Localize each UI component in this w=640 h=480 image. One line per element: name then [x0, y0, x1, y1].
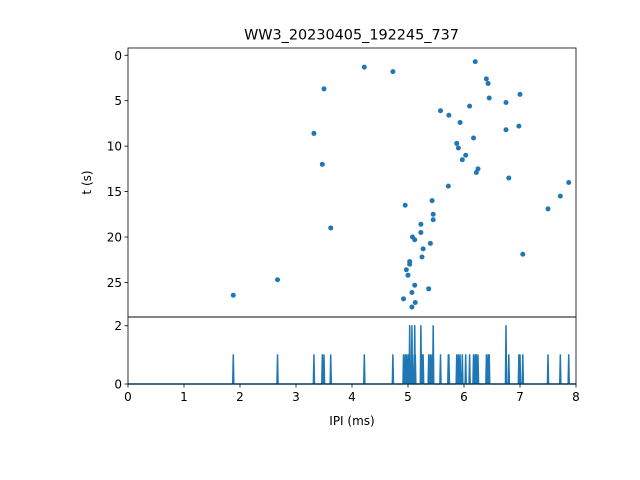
- histogram-ticks: 0 1 2 3 4 5 6 7 8 0 2: [114, 319, 579, 404]
- scatter-point: [430, 217, 436, 223]
- histogram-x-tick-label: 3: [292, 390, 300, 404]
- scatter-point: [566, 180, 572, 185]
- scatter-y-tick-label: 20: [107, 231, 122, 245]
- histogram-x-tick-label: 4: [348, 390, 356, 404]
- scatter-point: [445, 183, 451, 189]
- scatter-point: [361, 64, 367, 70]
- scatter-point: [427, 240, 433, 246]
- scatter-point: [321, 86, 327, 92]
- scatter-point: [467, 103, 473, 109]
- histogram-y-tick-label: 2: [114, 319, 122, 333]
- histogram-x-tick-label: 1: [180, 390, 188, 404]
- scatter-point: [459, 157, 465, 163]
- scatter-point: [402, 202, 408, 208]
- scatter-point: [454, 140, 460, 146]
- scatter-point: [420, 246, 426, 252]
- scatter-point: [412, 237, 418, 243]
- scatter-point: [405, 272, 411, 278]
- histogram-x-tick-label: 2: [236, 390, 244, 404]
- scatter-point: [418, 221, 424, 227]
- scatter-point: [418, 229, 424, 235]
- scatter-point: [503, 127, 509, 133]
- scatter-point: [412, 299, 418, 305]
- scatter-point: [457, 120, 463, 126]
- scatter-point: [275, 277, 281, 283]
- scatter-point: [506, 175, 512, 181]
- scatter-point: [520, 251, 526, 257]
- scatter-point: [407, 261, 413, 267]
- scatter-point: [426, 286, 432, 292]
- histogram-x-tick-label: 6: [460, 390, 468, 404]
- scatter-point: [390, 69, 396, 75]
- scatter-point: [485, 80, 491, 86]
- histogram-x-tick-label: 8: [572, 390, 580, 404]
- scatter-point: [557, 193, 563, 199]
- scatter-point: [437, 108, 443, 114]
- scatter-point: [409, 304, 415, 310]
- scatter-point: [230, 292, 236, 298]
- scatter-y-tick-label: 25: [107, 276, 122, 290]
- histogram-frame: [127, 316, 577, 385]
- scatter-point: [545, 206, 551, 212]
- scatter-y-label: t (s): [80, 170, 94, 194]
- scatter-point: [311, 130, 317, 136]
- scatter-point: [403, 267, 409, 273]
- histogram-x-tick-label: 7: [516, 390, 524, 404]
- scatter-y-ticks: 0 5 10 15 20 25: [107, 49, 128, 290]
- scatter-points: [230, 59, 572, 310]
- scatter-point: [328, 225, 334, 231]
- scatter-point: [412, 282, 418, 288]
- scatter-point: [516, 123, 522, 129]
- scatter-point: [486, 95, 492, 101]
- histogram-x-tick-label: 5: [404, 390, 412, 404]
- scatter-y-tick-label: 10: [107, 140, 122, 154]
- scatter-point: [473, 170, 479, 176]
- scatter-point: [446, 112, 452, 118]
- scatter-point: [517, 91, 523, 97]
- scatter-point: [471, 135, 477, 141]
- scatter-point: [429, 198, 435, 204]
- histogram-y-tick-label: 0: [114, 378, 122, 392]
- scatter-title: WW3_20230405_192245_737: [244, 28, 459, 44]
- ipi-histogram: 0 1 2 3 4 5 6 7 8 0 2 IPI (ms): [114, 316, 580, 428]
- scatter-y-tick-label: 5: [114, 94, 122, 108]
- scatter-point: [455, 145, 461, 151]
- scatter-point: [463, 152, 469, 158]
- scatter-point: [419, 254, 425, 260]
- scatter-y-tick-label: 0: [114, 49, 122, 63]
- scatter-point: [409, 289, 415, 295]
- scatter-point: [430, 211, 436, 217]
- scatter-point: [483, 76, 489, 82]
- histogram-x-tick-label: 0: [124, 390, 132, 404]
- histogram-x-label: IPI (ms): [329, 414, 374, 428]
- scatter-point: [503, 100, 509, 106]
- scatter-point: [401, 296, 407, 302]
- scatter-point: [472, 59, 478, 65]
- scatter-y-tick-label: 15: [107, 185, 122, 199]
- scatter-point: [319, 161, 325, 167]
